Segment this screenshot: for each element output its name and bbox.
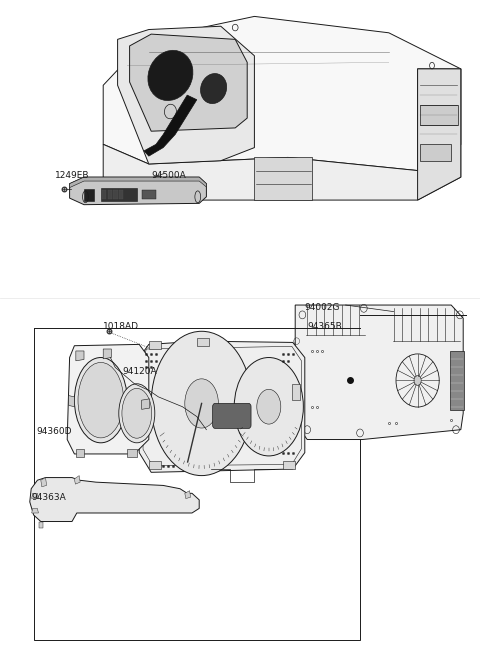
Polygon shape bbox=[144, 95, 197, 156]
Bar bbox=[119, 190, 123, 199]
Polygon shape bbox=[39, 522, 43, 528]
Ellipse shape bbox=[74, 358, 127, 443]
Polygon shape bbox=[139, 341, 305, 472]
FancyBboxPatch shape bbox=[213, 403, 251, 428]
Bar bbox=[149, 341, 161, 349]
Polygon shape bbox=[103, 349, 111, 359]
Polygon shape bbox=[70, 177, 206, 188]
Polygon shape bbox=[32, 508, 38, 513]
Polygon shape bbox=[76, 351, 84, 361]
Bar bbox=[142, 190, 156, 199]
Ellipse shape bbox=[257, 390, 281, 424]
Text: 94360D: 94360D bbox=[36, 427, 72, 436]
Ellipse shape bbox=[234, 358, 303, 456]
Ellipse shape bbox=[151, 331, 252, 476]
Bar bbox=[101, 188, 137, 201]
Polygon shape bbox=[295, 305, 463, 440]
Polygon shape bbox=[118, 26, 254, 164]
Text: 94002G: 94002G bbox=[305, 302, 340, 312]
Ellipse shape bbox=[148, 51, 193, 100]
Text: 94500A: 94500A bbox=[151, 171, 186, 180]
Text: 94120A: 94120A bbox=[122, 367, 157, 376]
Bar bbox=[84, 189, 94, 201]
Ellipse shape bbox=[198, 399, 205, 408]
Bar bbox=[113, 190, 118, 199]
Polygon shape bbox=[103, 144, 461, 200]
Text: 94365B: 94365B bbox=[307, 322, 342, 331]
Ellipse shape bbox=[201, 73, 227, 104]
Polygon shape bbox=[69, 396, 74, 407]
Ellipse shape bbox=[122, 388, 152, 438]
Bar bbox=[102, 190, 106, 199]
Polygon shape bbox=[103, 16, 461, 171]
Polygon shape bbox=[67, 344, 149, 454]
Polygon shape bbox=[420, 105, 458, 125]
Bar bbox=[149, 461, 161, 469]
Polygon shape bbox=[70, 177, 206, 205]
Bar bbox=[450, 351, 464, 410]
Bar bbox=[283, 461, 295, 469]
Polygon shape bbox=[76, 449, 84, 457]
Polygon shape bbox=[254, 157, 312, 200]
Polygon shape bbox=[74, 476, 80, 484]
Ellipse shape bbox=[185, 379, 218, 428]
Polygon shape bbox=[418, 69, 461, 200]
Polygon shape bbox=[32, 493, 38, 499]
Bar bbox=[292, 384, 300, 400]
Polygon shape bbox=[130, 34, 247, 131]
Polygon shape bbox=[185, 491, 191, 499]
Ellipse shape bbox=[78, 362, 124, 438]
Polygon shape bbox=[127, 449, 137, 457]
Bar bbox=[197, 338, 209, 346]
Polygon shape bbox=[142, 399, 150, 409]
Ellipse shape bbox=[119, 384, 155, 443]
Text: 1249EB: 1249EB bbox=[55, 171, 90, 180]
Bar bbox=[108, 190, 112, 199]
Polygon shape bbox=[41, 478, 47, 487]
Text: 1018AD: 1018AD bbox=[103, 322, 139, 331]
Polygon shape bbox=[30, 478, 199, 522]
Text: 94363A: 94363A bbox=[31, 493, 66, 502]
Polygon shape bbox=[418, 69, 461, 171]
Ellipse shape bbox=[414, 375, 421, 386]
Polygon shape bbox=[420, 144, 451, 161]
